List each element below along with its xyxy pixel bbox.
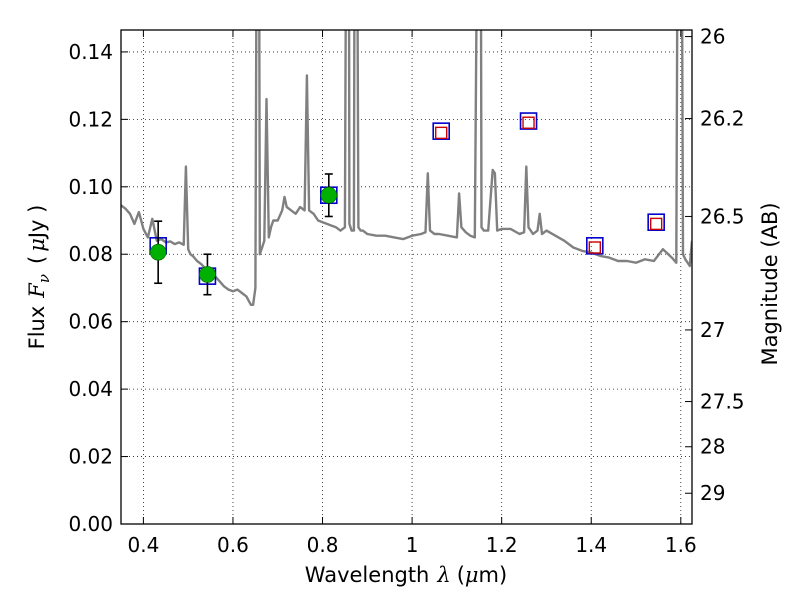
tick-labels: 0.4 0.6 0.8 1 1.2 1.4 1.6 0.00 0.02 0.04 0.06 0.08 0… xyxy=(68,25,744,557)
mag-tick-label: 26 xyxy=(700,25,725,49)
mag-tick-label: 29 xyxy=(700,481,725,505)
x-tick-label: 0.6 xyxy=(217,533,249,557)
mag-tick-label: 28 xyxy=(700,435,725,459)
y-tick-label: 0.04 xyxy=(68,377,113,401)
mag-tick-label: 26.2 xyxy=(700,107,745,131)
y-tick-label: 0.02 xyxy=(68,445,113,469)
model-band-marker xyxy=(432,122,451,140)
y2-axis-label: Magnitude (AB) xyxy=(758,202,782,365)
model-band-marker xyxy=(586,237,604,255)
y-axis-label: FluxFν(μJy ) xyxy=(25,205,53,350)
photometry-point xyxy=(199,266,216,283)
tick-marks xyxy=(121,30,692,525)
upper-limit-marker xyxy=(522,116,535,129)
y-tick-label: 0.08 xyxy=(68,242,113,266)
plot-frame xyxy=(120,29,693,525)
data-layer xyxy=(121,30,692,306)
x-tick-label: 1.6 xyxy=(665,533,697,557)
x-tick-label: 0.4 xyxy=(127,533,159,557)
photometry-point xyxy=(149,243,167,261)
x-tick-label: 1 xyxy=(406,533,419,557)
x-tick-label: 1.2 xyxy=(486,533,518,557)
upper-limit-marker xyxy=(435,126,448,140)
mag-tick-label: 26.5 xyxy=(700,204,745,228)
y-tick-label: 0.12 xyxy=(68,107,113,131)
model-band-marker xyxy=(647,213,665,232)
y-tick-label: 0.00 xyxy=(68,512,113,536)
upper-limit-marker xyxy=(649,217,663,231)
x-tick-label: 0.8 xyxy=(307,533,339,557)
x-tick-label: 1.4 xyxy=(575,533,607,557)
y-tick-label: 0.10 xyxy=(68,175,113,199)
mag-tick-label: 27.5 xyxy=(700,390,745,414)
upper-limit-marker xyxy=(588,241,602,254)
model-band-marker xyxy=(519,112,538,130)
mag-tick-label: 27 xyxy=(700,318,725,342)
y-tick-label: 0.06 xyxy=(68,310,113,334)
x-axis-label: Wavelength λ (μm) xyxy=(305,563,507,587)
photometry-point xyxy=(320,186,338,204)
y-tick-label: 0.14 xyxy=(68,40,113,64)
